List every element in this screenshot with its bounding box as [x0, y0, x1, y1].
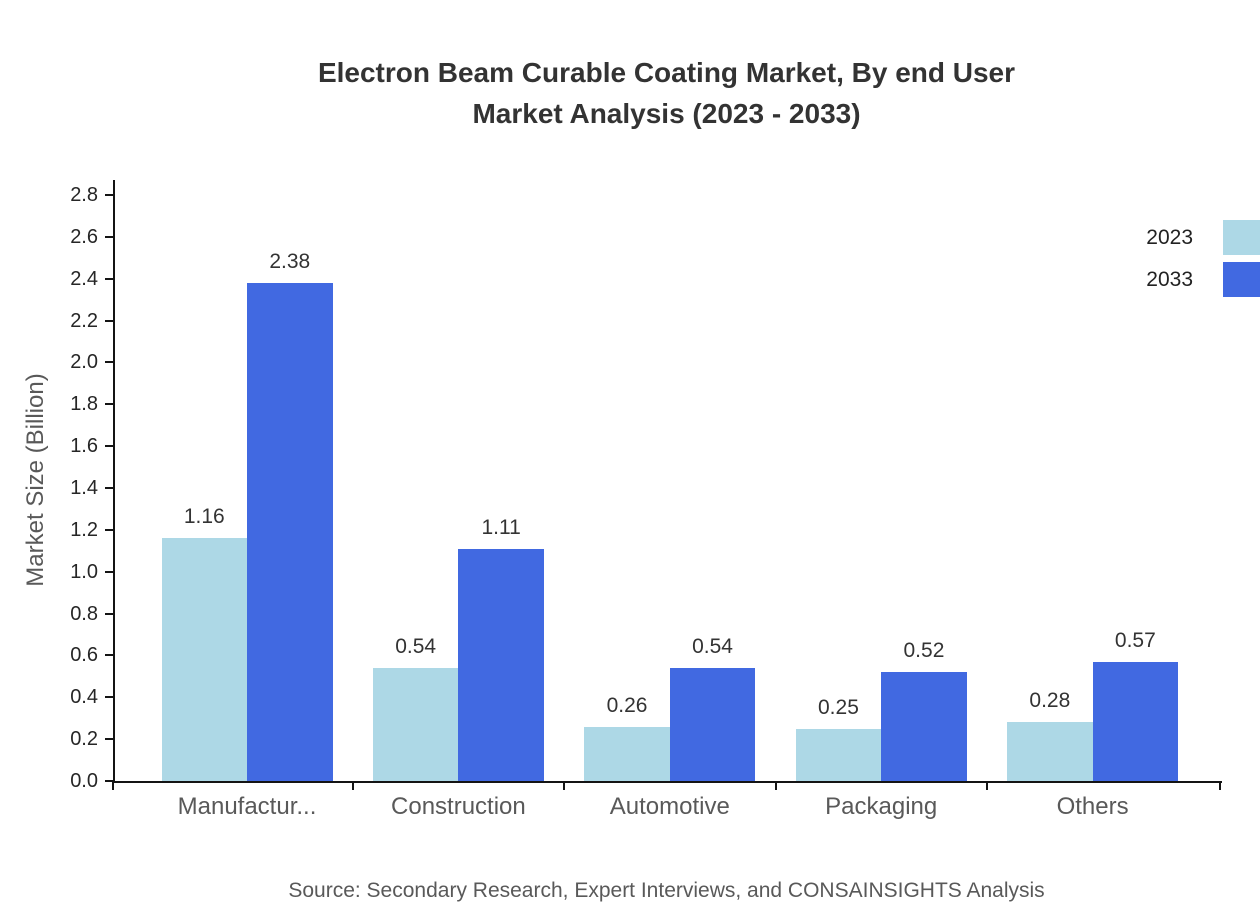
y-tick-label: 0.0	[70, 770, 98, 792]
chart-title-line1: Electron Beam Curable Coating Market, By…	[317, 57, 1016, 88]
y-tick-label: 1.0	[70, 560, 98, 583]
y-tick-label: 0.2	[70, 728, 98, 751]
y-tick-mark	[105, 235, 114, 238]
bar-value-label: 0.54	[395, 634, 437, 658]
y-axis-line	[113, 180, 115, 783]
y-tick-label: 1.8	[70, 393, 98, 416]
x-category-label: Automotive	[609, 793, 730, 820]
bar-2033-Others	[1092, 661, 1179, 781]
x-category-label: Construction	[391, 793, 526, 820]
y-tick-label: 2.0	[70, 351, 98, 374]
x-tick-mark	[1219, 781, 1221, 790]
y-tick-mark	[105, 528, 114, 531]
bar-value-label: 1.11	[481, 515, 521, 539]
y-tick-label: 2.2	[70, 309, 98, 332]
bar-value-label: 1.16	[183, 505, 225, 529]
x-tick-mark	[985, 781, 988, 790]
y-tick-mark	[105, 696, 114, 699]
y-tick-mark	[105, 612, 114, 615]
chart-title: Electron Beam Curable Coating Market, By…	[113, 52, 1220, 134]
y-tick-label: 1.6	[70, 435, 98, 458]
bar-2033-Manufactur...	[247, 282, 333, 781]
x-category-label: Others	[1056, 793, 1129, 820]
y-tick-label: 0.8	[70, 602, 98, 625]
y-tick-mark	[105, 738, 114, 741]
y-tick-mark	[105, 193, 114, 196]
y-tick-mark	[105, 319, 114, 322]
y-tick-mark	[105, 445, 114, 448]
bar-2023-Manufactur...	[161, 538, 247, 781]
x-tick-mark	[563, 781, 566, 790]
y-tick-label: 2.4	[70, 267, 98, 290]
y-tick-label: 1.4	[70, 476, 98, 499]
x-tick-mark	[351, 781, 354, 790]
x-tick-mark	[774, 781, 777, 790]
source-note: Source: Secondary Research, Expert Inter…	[288, 879, 1045, 902]
legend-swatch-2023	[1223, 220, 1260, 255]
y-tick-label: 2.6	[70, 225, 98, 248]
legend-label-2023: 2023	[1146, 226, 1193, 249]
y-tick-mark	[105, 277, 114, 280]
y-tick-mark	[105, 654, 114, 657]
bar-2023-Others	[1007, 722, 1093, 781]
y-tick-mark	[105, 780, 114, 782]
y-tick-mark	[105, 486, 114, 489]
x-category-label: Packaging	[825, 793, 938, 820]
bar-value-label: 0.26	[606, 693, 648, 717]
bar-2033-Packaging	[881, 672, 967, 781]
bar-2023-Construction	[372, 667, 459, 781]
y-tick-mark	[105, 361, 114, 364]
bar-value-label: 0.28	[1029, 689, 1071, 713]
bar-2023-Automotive	[584, 726, 670, 781]
bar-2023-Packaging	[795, 728, 882, 781]
y-tick-label: 0.4	[70, 686, 98, 709]
chart-title-line2: Market Analysis (2023 - 2033)	[472, 98, 861, 129]
bar-2033-Automotive	[669, 667, 756, 781]
y-tick-label: 0.6	[70, 644, 98, 667]
y-tick-label: 1.2	[70, 518, 98, 541]
bar-value-label: 0.54	[692, 634, 733, 658]
bar-value-label: 0.52	[903, 639, 945, 663]
bar-value-label: 0.25	[818, 695, 859, 719]
legend-swatch-2033	[1223, 262, 1260, 297]
x-axis-line	[113, 781, 1222, 783]
legend-label-2033: 2033	[1146, 268, 1193, 291]
y-tick-label: 2.8	[70, 183, 98, 206]
x-category-label: Manufactur...	[177, 793, 317, 820]
bar-value-label: 0.57	[1114, 628, 1156, 652]
y-tick-mark	[105, 403, 114, 406]
y-tick-mark	[105, 570, 114, 573]
bar-value-label: 2.38	[269, 249, 311, 273]
bar-2033-Construction	[458, 548, 544, 781]
x-tick-mark	[112, 781, 114, 790]
